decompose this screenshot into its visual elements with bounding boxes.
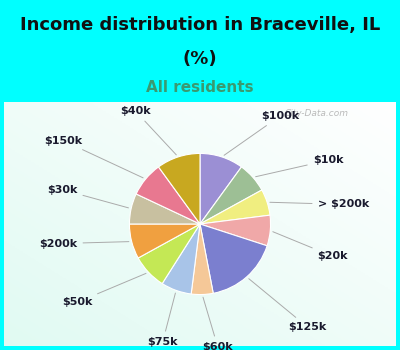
- Wedge shape: [130, 224, 200, 258]
- Wedge shape: [138, 224, 200, 284]
- Text: $20k: $20k: [273, 232, 348, 261]
- Wedge shape: [158, 153, 200, 224]
- Text: $60k: $60k: [202, 297, 233, 350]
- Text: $75k: $75k: [148, 293, 178, 346]
- Text: (%): (%): [183, 50, 217, 68]
- Wedge shape: [200, 153, 242, 224]
- Text: All residents: All residents: [146, 79, 254, 94]
- Text: $30k: $30k: [47, 185, 128, 208]
- Text: $100k: $100k: [224, 111, 299, 155]
- Wedge shape: [200, 167, 262, 224]
- Text: $50k: $50k: [62, 273, 146, 307]
- Text: Income distribution in Braceville, IL: Income distribution in Braceville, IL: [20, 16, 380, 34]
- Wedge shape: [136, 167, 200, 224]
- Text: $150k: $150k: [44, 136, 143, 178]
- Wedge shape: [191, 224, 213, 295]
- Wedge shape: [162, 224, 200, 294]
- Text: $40k: $40k: [120, 106, 176, 155]
- Text: $200k: $200k: [39, 239, 129, 248]
- Wedge shape: [200, 224, 267, 293]
- Text: City-Data.com: City-Data.com: [285, 109, 349, 118]
- Text: $10k: $10k: [256, 155, 343, 177]
- Text: > $200k: > $200k: [270, 199, 369, 209]
- Wedge shape: [200, 190, 270, 224]
- Wedge shape: [200, 215, 270, 246]
- Text: $125k: $125k: [249, 279, 326, 332]
- Wedge shape: [130, 194, 200, 224]
